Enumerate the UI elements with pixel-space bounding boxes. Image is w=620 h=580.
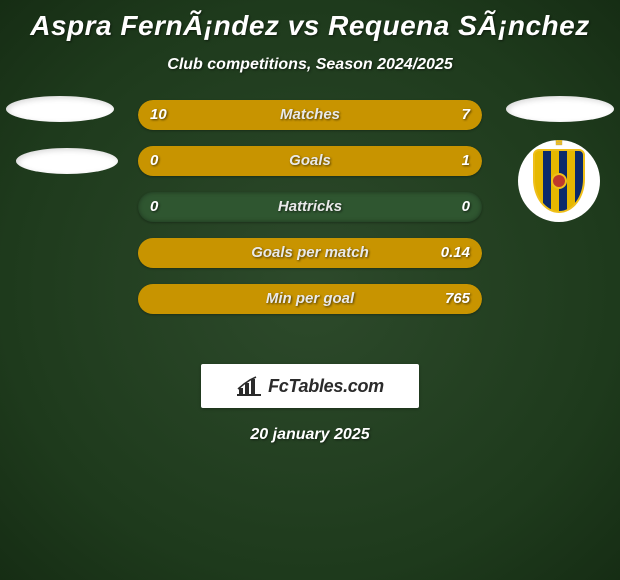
shield-center-icon (551, 173, 567, 189)
stat-rows: 10Matches70Goals10Hattricks0Goals per ma… (138, 100, 482, 330)
left-player-badges (6, 96, 118, 174)
ellipse-placeholder-icon (6, 96, 114, 122)
stat-right-value: 7 (462, 100, 470, 130)
right-player-badges: ♛ (504, 96, 614, 222)
stat-row: 0Goals1 (138, 146, 482, 176)
date-label: 20 january 2025 (0, 426, 620, 444)
ellipse-placeholder-icon (506, 96, 614, 122)
page-title: Aspra FernÃ¡ndez vs Requena SÃ¡nchez (0, 0, 620, 42)
page-subtitle: Club competitions, Season 2024/2025 (0, 56, 620, 74)
stat-right-value: 0.14 (441, 238, 470, 268)
stat-label: Min per goal (138, 284, 482, 314)
stat-label: Goals (138, 146, 482, 176)
stat-right-value: 1 (462, 146, 470, 176)
ellipse-placeholder-icon (16, 148, 118, 174)
brand-label: FcTables.com (268, 376, 384, 397)
stat-row: 10Matches7 (138, 100, 482, 130)
brand-box: FcTables.com (201, 364, 419, 408)
bar-chart-icon (236, 376, 262, 396)
stat-label: Matches (138, 100, 482, 130)
crown-icon: ♛ (553, 140, 566, 149)
comparison-area: ♛ 10Matches70Goals10Hattricks0Goals per … (0, 100, 620, 360)
club-crest-icon: ♛ (518, 140, 600, 222)
stat-label: Hattricks (138, 192, 482, 222)
stat-label: Goals per match (138, 238, 482, 268)
stat-row: Goals per match0.14 (138, 238, 482, 268)
stat-row: 0Hattricks0 (138, 192, 482, 222)
stat-right-value: 0 (462, 192, 470, 222)
shield-icon (533, 149, 585, 213)
stat-right-value: 765 (445, 284, 470, 314)
stat-row: Min per goal765 (138, 284, 482, 314)
